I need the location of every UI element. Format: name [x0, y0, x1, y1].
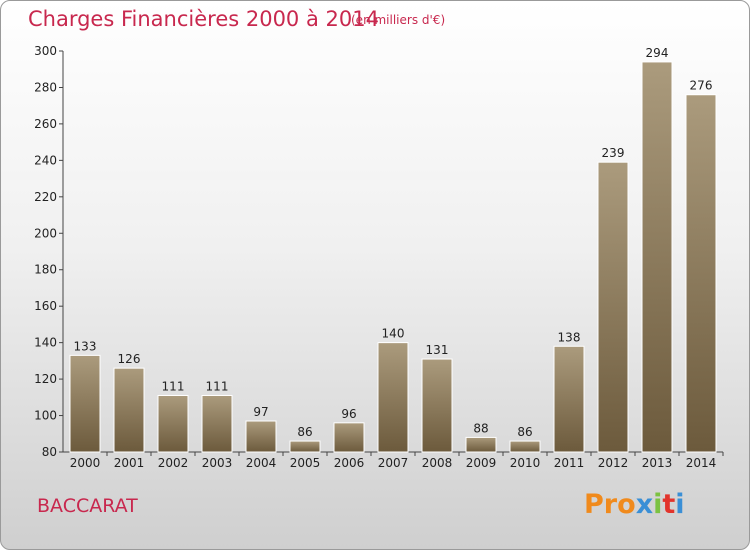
- y-tick-label: 260: [34, 117, 57, 131]
- bar-value-label: 276: [690, 79, 713, 93]
- y-tick-label: 180: [34, 263, 57, 277]
- x-tick-label: 2014: [686, 456, 717, 470]
- logo-letter: x: [635, 489, 654, 520]
- logo-letter: t: [662, 489, 676, 520]
- logo-letter: i: [653, 489, 663, 520]
- x-tick-label: 2004: [246, 456, 277, 470]
- y-tick-label: 160: [34, 299, 57, 313]
- bar-2001: [113, 367, 145, 453]
- bar-value-label: 239: [602, 146, 625, 160]
- bar-2006: [333, 422, 365, 453]
- bar-value-label: 133: [74, 339, 97, 353]
- x-tick-label: 2003: [202, 456, 233, 470]
- bar-2013: [641, 61, 673, 453]
- bar-value-label: 86: [297, 425, 312, 439]
- y-tick-label: 200: [34, 226, 57, 240]
- y-tick-label: 100: [34, 409, 57, 423]
- x-tick-label: 2012: [598, 456, 629, 470]
- x-tick-label: 2010: [510, 456, 541, 470]
- bar-2007: [377, 342, 409, 453]
- x-tick-label: 2000: [70, 456, 101, 470]
- bar-value-label: 131: [426, 343, 449, 357]
- x-tick-label: 2005: [290, 456, 321, 470]
- bar-2009: [465, 436, 497, 453]
- bar-2010: [509, 440, 541, 453]
- bar-value-label: 88: [473, 421, 488, 435]
- chart-axes: 80 100 120 140 160 180 200 220 240 260 280 300 2000 2…: [34, 44, 724, 470]
- bar-2012: [597, 161, 629, 453]
- logo-letter: r: [603, 489, 618, 520]
- bar-2000: [69, 354, 101, 453]
- bar-value-label: 111: [162, 379, 185, 393]
- bar-value-label: 140: [382, 327, 405, 341]
- logo-letter: o: [617, 489, 636, 520]
- y-tick-label: 280: [34, 80, 57, 94]
- chart-bars: 133 126 111 111 97 86 96 140 131 88 86 138 239 294 276: [69, 46, 717, 453]
- bar-2014: [685, 94, 717, 453]
- bar-2011: [553, 345, 585, 453]
- bar-value-label: 97: [253, 405, 268, 419]
- bar-2008: [421, 358, 453, 453]
- bar-value-label: 294: [646, 46, 669, 60]
- x-tick-label: 2002: [158, 456, 189, 470]
- x-tick-label: 2006: [334, 456, 365, 470]
- bar-value-label: 111: [206, 379, 229, 393]
- place-name: BACCARAT: [37, 495, 138, 517]
- bar-value-label: 96: [341, 407, 356, 421]
- y-tick-label: 80: [42, 445, 57, 459]
- x-tick-label: 2001: [114, 456, 145, 470]
- y-tick-label: 220: [34, 190, 57, 204]
- chart-title: Charges Financières 2000 à 2014: [28, 7, 379, 31]
- bar-2004: [245, 420, 277, 453]
- y-tick-label: 240: [34, 153, 57, 167]
- x-tick-label: 2013: [642, 456, 673, 470]
- bar-value-label: 126: [118, 352, 141, 366]
- bar-2005: [289, 440, 321, 453]
- chart-subtitle: (en milliers d'€): [351, 13, 446, 27]
- x-tick-label: 2007: [378, 456, 409, 470]
- logo-letter: i: [675, 489, 685, 520]
- bar-value-label: 138: [558, 330, 581, 344]
- bar-value-label: 86: [517, 425, 532, 439]
- bar-2003: [201, 394, 233, 453]
- y-tick-label: 300: [34, 44, 57, 58]
- x-tick-label: 2009: [466, 456, 497, 470]
- x-tick-label: 2011: [554, 456, 585, 470]
- bar-2002: [157, 394, 189, 453]
- x-tick-label: 2008: [422, 456, 453, 470]
- logo-letter: P: [584, 489, 604, 520]
- y-tick-label: 120: [34, 372, 57, 386]
- proxiti-logo[interactable]: Proxiti: [584, 489, 685, 520]
- y-tick-label: 140: [34, 336, 57, 350]
